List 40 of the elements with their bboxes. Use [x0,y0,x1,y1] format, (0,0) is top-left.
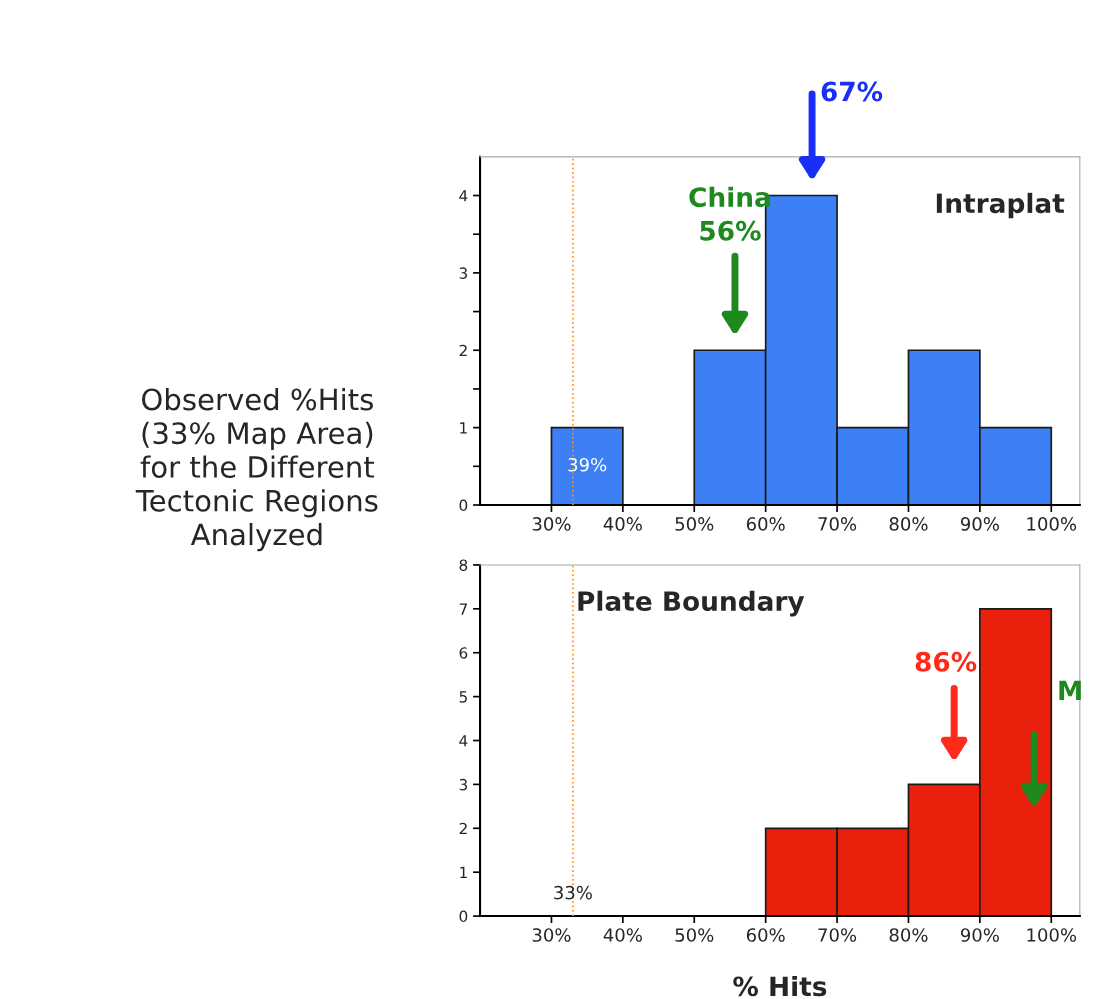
y-tick-label: 3 [459,267,468,279]
y-tick-label: 5 [459,691,467,703]
annotation: China 56% [689,186,770,241]
y-tick-label: 6 [459,647,468,659]
x-tick-label: 80% [889,517,928,531]
x-tick-label: 70% [818,928,857,942]
text: Intraplat [936,192,1065,219]
x-tick-label: 60% [746,928,785,942]
y-tick-label: 0 [459,910,468,923]
x-tick-label: 80% [889,928,928,942]
y-tick-label: 7 [459,603,467,615]
x-tick-label: 50% [675,928,714,942]
y-tick-label: 0 [459,499,468,512]
x-axis-title: % Hits [733,975,827,997]
y-tick-label: 4 [459,735,468,747]
x-tick-label: 90% [960,517,999,531]
y-tick-label: 8 [459,559,468,571]
x-tick-label: 40% [603,517,642,531]
y-tick-label: 3 [459,778,468,791]
x-tick-label: 60% [746,517,785,531]
y-tick-label: 1 [460,422,467,434]
y-tick-label: 2 [459,344,467,357]
x-tick-label: 30% [532,517,571,531]
x-tick-label: 70% [818,517,857,531]
annotation: M [1059,680,1081,700]
y-tick-label: 2 [459,822,467,835]
x-tick-label: 30% [532,928,571,942]
x-tick-label: 50% [675,517,714,531]
ref-line-label: 33% [554,885,592,900]
text: Observed %Hits (33% Map Area) for the Different Tectonic Regions Analyzed [135,387,378,552]
text: Plate Boundary [578,590,805,617]
y-tick-label: 1 [460,866,467,878]
x-tick-label: 100% [1027,928,1077,942]
x-tick-label: 40% [603,928,642,942]
annotation: 86% [915,651,977,672]
text: 67% [821,81,883,102]
x-tick-label: 90% [960,928,999,942]
y-tick-label: 4 [459,190,468,202]
annotation: 39% [568,457,607,472]
x-tick-label: 100% [1027,517,1077,531]
